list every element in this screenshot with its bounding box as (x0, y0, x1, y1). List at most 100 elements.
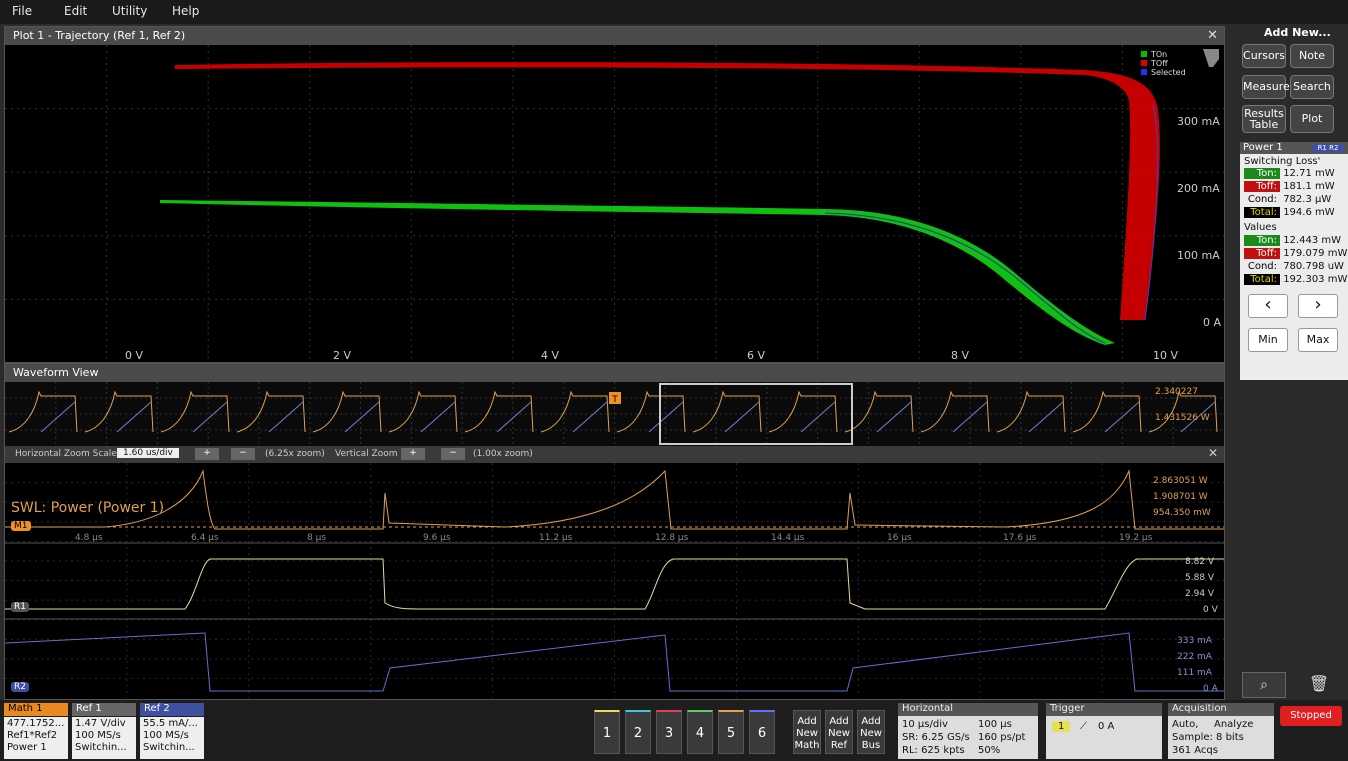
overview-mid-value: 1.431526 W (1155, 413, 1210, 423)
r2-scale-1: 222 mA (1177, 652, 1212, 662)
overview-top-value: 2.340227 (1155, 387, 1198, 397)
r2-marker[interactable]: R2 (11, 682, 29, 692)
plot-button[interactable]: Plot (1290, 105, 1334, 133)
channel-5-button[interactable]: 5 (718, 710, 744, 754)
add-new-bus-button[interactable]: Add New Bus (857, 710, 885, 754)
zoom-icon[interactable]: ⌕ (1242, 672, 1286, 698)
bottom-settings-bar: Math 1 477.1752... Ref1*Ref2 Power 1 Ref 1… (0, 700, 1348, 761)
x-label-4: 8 V (951, 349, 970, 362)
trajectory-plot-window[interactable]: Plot 1 - Trajectory (Ref 1, Ref 2) ✕ TOn… (4, 26, 1225, 363)
trigger-panel[interactable]: Trigger 1 ⟋ 0 A (1046, 703, 1162, 759)
sl-cond-row: Cond: 782.3 μW (1247, 194, 1332, 205)
time-label: 12.8 μs (655, 533, 689, 543)
v-zoom-factor: (1.00x zoom) (473, 449, 533, 459)
add-new-math-button[interactable]: Add New Math (793, 710, 821, 754)
y-label-0: 0 A (1203, 316, 1222, 329)
h-zoom-plus-button[interactable]: + (195, 448, 219, 460)
prev-button[interactable]: ‹ (1248, 294, 1288, 318)
close-plot-icon[interactable]: ✕ (1207, 28, 1218, 43)
r1-marker[interactable]: R1 (11, 602, 29, 612)
math1-badge[interactable]: Math 1 477.1752... Ref1*Ref2 Power 1 (4, 703, 68, 759)
values-label: Values (1244, 222, 1277, 233)
zoom-toolbar: Horizontal Zoom Scale 1.60 us/div + − (6… (5, 446, 1224, 463)
results-table-button[interactable]: Results Table (1242, 105, 1286, 133)
time-label: 11.2 μs (539, 533, 573, 543)
sl-toff-row: Toff: 181.1 mW (1244, 181, 1335, 192)
ton-trace (160, 200, 1115, 345)
search-button[interactable]: Search (1290, 75, 1334, 99)
horizontal-panel[interactable]: Horizontal 10 μs/div 100 μs SR: 6.25 GS/… (898, 703, 1038, 759)
v-zoom-plus-button[interactable]: + (401, 448, 425, 460)
right-sidebar: Add New... Cursors Note Measure Search R… (1234, 24, 1348, 700)
ref2-badge[interactable]: Ref 2 55.5 mA/... 100 MS/s Switchin... (140, 703, 204, 759)
time-label: 4.8 μs (75, 533, 103, 543)
h-zoom-minus-button[interactable]: − (231, 448, 255, 460)
x-label-3: 6 V (747, 349, 766, 362)
close-zoom-icon[interactable]: ✕ (1207, 446, 1218, 460)
trigger-marker[interactable] (609, 392, 621, 404)
r1-trace (5, 558, 1224, 610)
trash-icon[interactable]: 🗑 (1308, 674, 1330, 693)
h-zoom-factor: (6.25x zoom) (265, 449, 325, 459)
measure-button[interactable]: Measure (1242, 75, 1290, 99)
r2-scale-0: 333 mA (1177, 636, 1212, 646)
time-label: 14.4 μs (771, 533, 805, 543)
note-button[interactable]: Note (1290, 44, 1334, 68)
toff-trace (175, 62, 1160, 321)
v-ton-row: Ton: 12.443 mW (1244, 235, 1341, 246)
time-label: 6.4 μs (191, 533, 219, 543)
math-scale-0: 2.863051 W (1153, 476, 1208, 486)
r1-scale-3: 0 V (1203, 605, 1218, 615)
acquisition-panel[interactable]: Acquisition Auto, Analyze Sample: 8 bits… (1168, 703, 1274, 759)
v-zoom-minus-button[interactable]: − (441, 448, 465, 460)
waveform-view-window[interactable]: Waveform View T 2.340227 1.431526 W Hori… (4, 363, 1225, 700)
trajectory-plot-canvas[interactable]: TOn TOff Selected (5, 45, 1224, 363)
menu-bar: File Edit Utility Help (0, 0, 1348, 24)
add-new-ref-button[interactable]: Add New Ref (825, 710, 853, 754)
zoom-traces-canvas[interactable]: 4.8 μs 6.4 μs 8 μs 9.6 μs 11.2 μs 12.8 μs 14.4… (5, 463, 1224, 698)
min-button[interactable]: Min (1248, 328, 1288, 352)
menu-help[interactable]: Help (172, 4, 200, 18)
power-results-badge[interactable]: Power 1 R1 R2 Switching Loss' Ton: 12.71… (1240, 142, 1348, 380)
max-button[interactable]: Max (1298, 328, 1338, 352)
zoom-corner-icon[interactable] (1203, 49, 1219, 67)
channel-4-button[interactable]: 4 (687, 710, 713, 754)
channel-3-button[interactable]: 3 (656, 710, 682, 754)
zoom-box[interactable] (659, 383, 853, 445)
v-toff-row: Toff: 179.079 mW (1244, 248, 1347, 259)
legend-ton: TOn (1150, 50, 1167, 59)
next-button[interactable]: › (1298, 294, 1338, 318)
stopped-button[interactable]: Stopped (1280, 706, 1342, 726)
math-scale-2: 954.350 mW (1153, 508, 1211, 518)
x-label-0: 0 V (125, 349, 144, 362)
menu-utility[interactable]: Utility (112, 4, 148, 18)
x-label-5: 10 V (1153, 349, 1179, 362)
ref1-badge[interactable]: Ref 1 1.47 V/div 100 MS/s Switchin... (72, 703, 136, 759)
legend-selected: Selected (1151, 68, 1186, 77)
r2-trace (5, 632, 1224, 692)
plot-title: Plot 1 - Trajectory (Ref 1, Ref 2) (5, 27, 1224, 45)
r1-scale-1: 5.88 V (1185, 573, 1215, 583)
waveform-title: Waveform View (5, 364, 1224, 382)
time-label: 19.2 μs (1119, 533, 1153, 543)
menu-file[interactable]: File (12, 4, 33, 18)
math-marker[interactable]: M1 (11, 521, 31, 531)
y-label-200: 200 mA (1177, 182, 1220, 195)
r1-scale-2: 2.94 V (1185, 589, 1215, 599)
math-scale-1: 1.908701 W (1153, 492, 1208, 502)
time-label: 8 μs (307, 533, 326, 543)
cursors-button[interactable]: Cursors (1242, 44, 1286, 68)
y-label-100: 100 mA (1177, 249, 1220, 262)
h-zoom-value[interactable]: 1.60 us/div (117, 448, 179, 458)
menu-edit[interactable]: Edit (64, 4, 88, 18)
v-cond-row: Cond: 780.798 uW (1247, 261, 1344, 272)
add-new-title: Add New... (1264, 26, 1331, 39)
channel-1-button[interactable]: 1 (594, 710, 620, 754)
waveform-overview[interactable]: T 2.340227 1.431526 W (5, 382, 1224, 446)
time-label: 17.6 μs (1003, 533, 1037, 543)
channel-2-button[interactable]: 2 (625, 710, 651, 754)
v-zoom-label: Vertical Zoom (335, 449, 398, 459)
v-total-row: Total: 192.303 mW (1244, 274, 1347, 285)
y-label-300: 300 mA (1177, 115, 1220, 128)
channel-6-button[interactable]: 6 (749, 710, 775, 754)
